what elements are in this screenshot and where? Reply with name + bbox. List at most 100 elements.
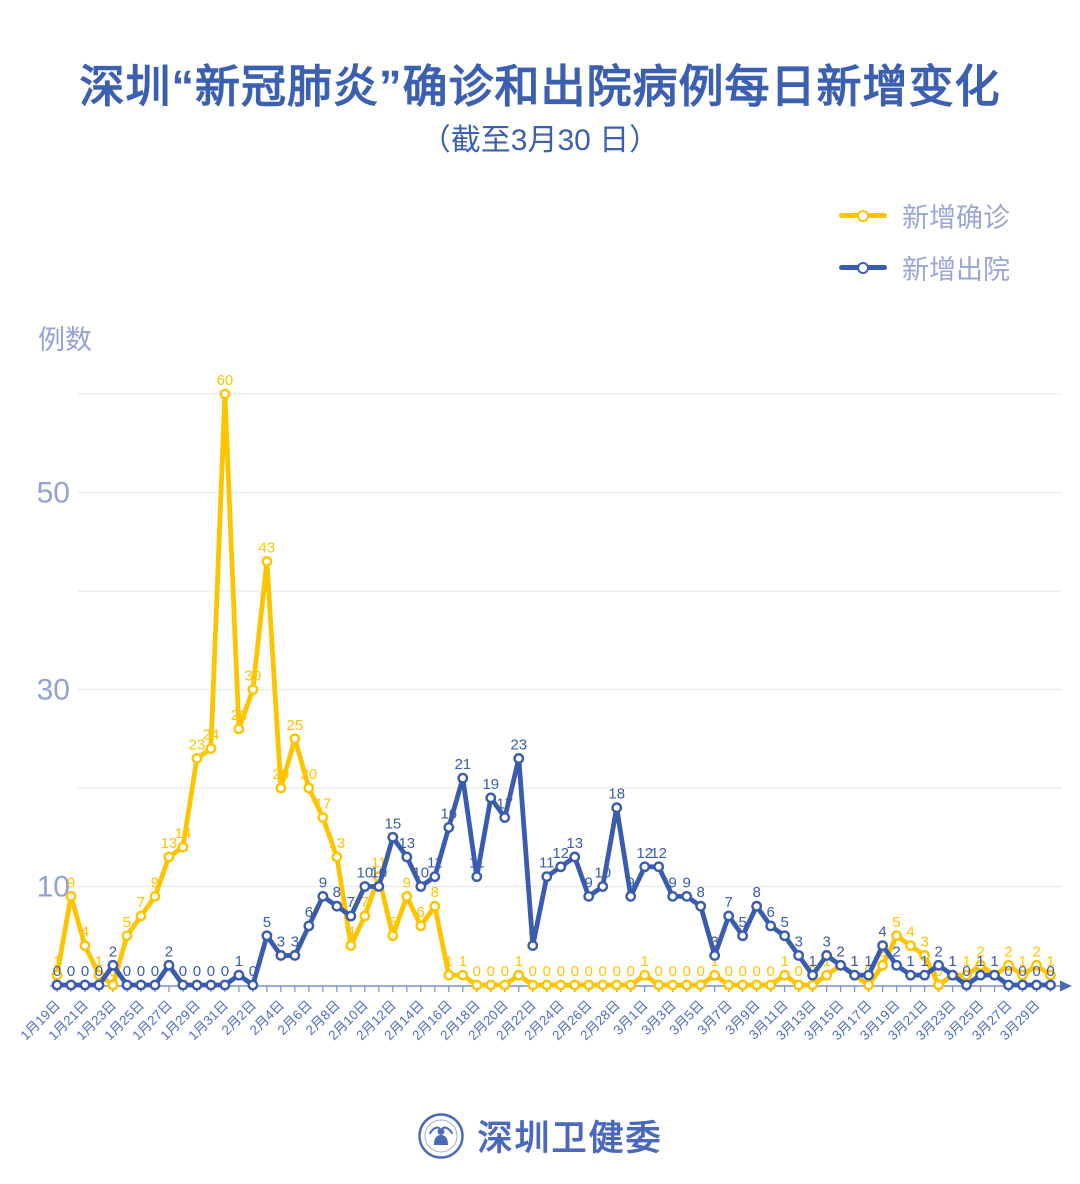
confirmed-point-label: 0 [571, 963, 579, 980]
discharged-point-label: 9 [669, 874, 677, 891]
confirmed-point-label: 4 [81, 924, 89, 941]
confirmed-point [233, 723, 245, 735]
svg-text:50: 50 [37, 477, 70, 510]
confirmed-point-label: 0 [487, 963, 495, 980]
discharged-point [121, 979, 133, 991]
discharged-point [471, 871, 483, 883]
discharged-point [723, 910, 735, 922]
confirmed-series: 1941057913142324602630432025201713471159… [51, 372, 1056, 991]
discharged-point [1045, 979, 1056, 991]
confirmed-point [891, 930, 902, 942]
discharged-point [569, 851, 581, 863]
confirmed-point-label: 26 [231, 707, 248, 724]
discharged-point-label: 7 [347, 894, 355, 911]
discharged-point-label: 6 [766, 904, 774, 921]
discharged-point-label: 3 [277, 933, 285, 950]
discharged-point-label: 15 [384, 815, 401, 832]
legend-item-confirmed: 新增确诊 [839, 196, 1010, 235]
confirmed-point-label: 2 [878, 943, 886, 960]
discharged-point [261, 930, 273, 942]
discharged-point [443, 822, 455, 833]
discharged-point-label: 0 [962, 963, 970, 980]
discharged-point [891, 959, 902, 971]
discharged-point-label: 6 [305, 904, 313, 921]
confirmed-point [877, 959, 888, 971]
discharged-point-label: 3 [291, 933, 299, 950]
discharged-point [681, 890, 693, 902]
confirmed-point [457, 969, 469, 981]
discharged-point [303, 920, 315, 932]
discharged-point [989, 969, 1000, 981]
confirmed-point-label: 9 [67, 874, 75, 891]
discharged-point [415, 881, 427, 892]
confirmed-point-label: 0 [627, 963, 635, 980]
confirmed-point-label: 1 [641, 953, 649, 970]
confirmed-line-swatch-icon [839, 209, 887, 222]
confirmed-point [429, 900, 441, 912]
confirmed-point [821, 969, 833, 981]
confirmed-point [555, 979, 567, 991]
discharged-point-label: 5 [738, 914, 746, 931]
discharged-point-label: 1 [864, 953, 872, 970]
confirmed-point-label: 0 [109, 963, 117, 980]
page-title: 深圳“新冠肺炎”确诊和出院病例每日新增变化 [79, 61, 1001, 112]
confirmed-point-label: 1 [459, 953, 467, 970]
confirmed-point [751, 979, 763, 991]
confirmed-point-label: 1 [780, 953, 788, 970]
discharged-point-label: 9 [319, 874, 327, 891]
confirmed-point-label: 1 [948, 953, 956, 970]
confirmed-point-label: 0 [697, 963, 705, 980]
discharged-point [177, 979, 189, 991]
discharged-point [975, 969, 986, 981]
discharged-point-label: 0 [221, 963, 229, 980]
discharged-point [611, 802, 623, 814]
confirmed-point-label: 1 [1018, 953, 1026, 970]
discharged-point-label: 12 [552, 845, 569, 862]
confirmed-point-label: 7 [137, 894, 145, 911]
discharged-point-label: 0 [95, 963, 103, 980]
discharged-point-label: 12 [650, 845, 667, 862]
confirmed-point-label: 30 [245, 668, 262, 685]
discharged-point-label: 2 [892, 943, 900, 960]
discharged-point [849, 969, 860, 981]
confirmed-point [1017, 969, 1028, 981]
confirmed-point [247, 684, 259, 695]
confirmed-point [443, 969, 455, 981]
confirmed-point [639, 969, 651, 981]
discharged-point [387, 831, 399, 843]
confirmed-point-label: 1 [515, 953, 523, 970]
confirmed-point-label: 0 [613, 963, 621, 980]
confirmed-point-label: 43 [259, 539, 276, 556]
discharged-point [821, 950, 833, 961]
confirmed-point [933, 979, 944, 991]
confirmed-point-label: 6 [417, 904, 425, 921]
confirmed-point [345, 940, 357, 951]
discharged-point-label: 0 [81, 963, 89, 980]
discharged-point [163, 959, 175, 971]
confirmed-point-label: 3 [920, 933, 928, 950]
confirmed-point-label: 60 [217, 372, 234, 389]
confirmed-point [303, 782, 315, 794]
discharged-point [457, 772, 469, 784]
confirmed-point [1003, 959, 1014, 971]
gridlines [78, 393, 1062, 888]
confirmed-point-label: 0 [557, 963, 565, 980]
confirmed-point-label: 5 [123, 914, 131, 931]
discharged-point-label: 9 [585, 874, 593, 891]
discharged-point-label: 21 [454, 756, 471, 773]
discharged-point [373, 881, 385, 892]
discharged-point-label: 10 [412, 865, 429, 882]
discharged-point [219, 979, 231, 991]
confirmed-point [569, 979, 581, 991]
discharged-point [1017, 979, 1028, 991]
discharged-point-label: 0 [151, 963, 159, 980]
confirmed-point-label: 2 [836, 943, 844, 960]
confirmed-point [611, 979, 623, 991]
discharged-point [877, 940, 888, 951]
discharged-point [345, 910, 357, 922]
confirmed-point [177, 841, 189, 853]
discharged-point [919, 969, 930, 981]
legend-label-discharged: 新增出院 [902, 255, 1010, 285]
confirmed-point [135, 910, 147, 922]
